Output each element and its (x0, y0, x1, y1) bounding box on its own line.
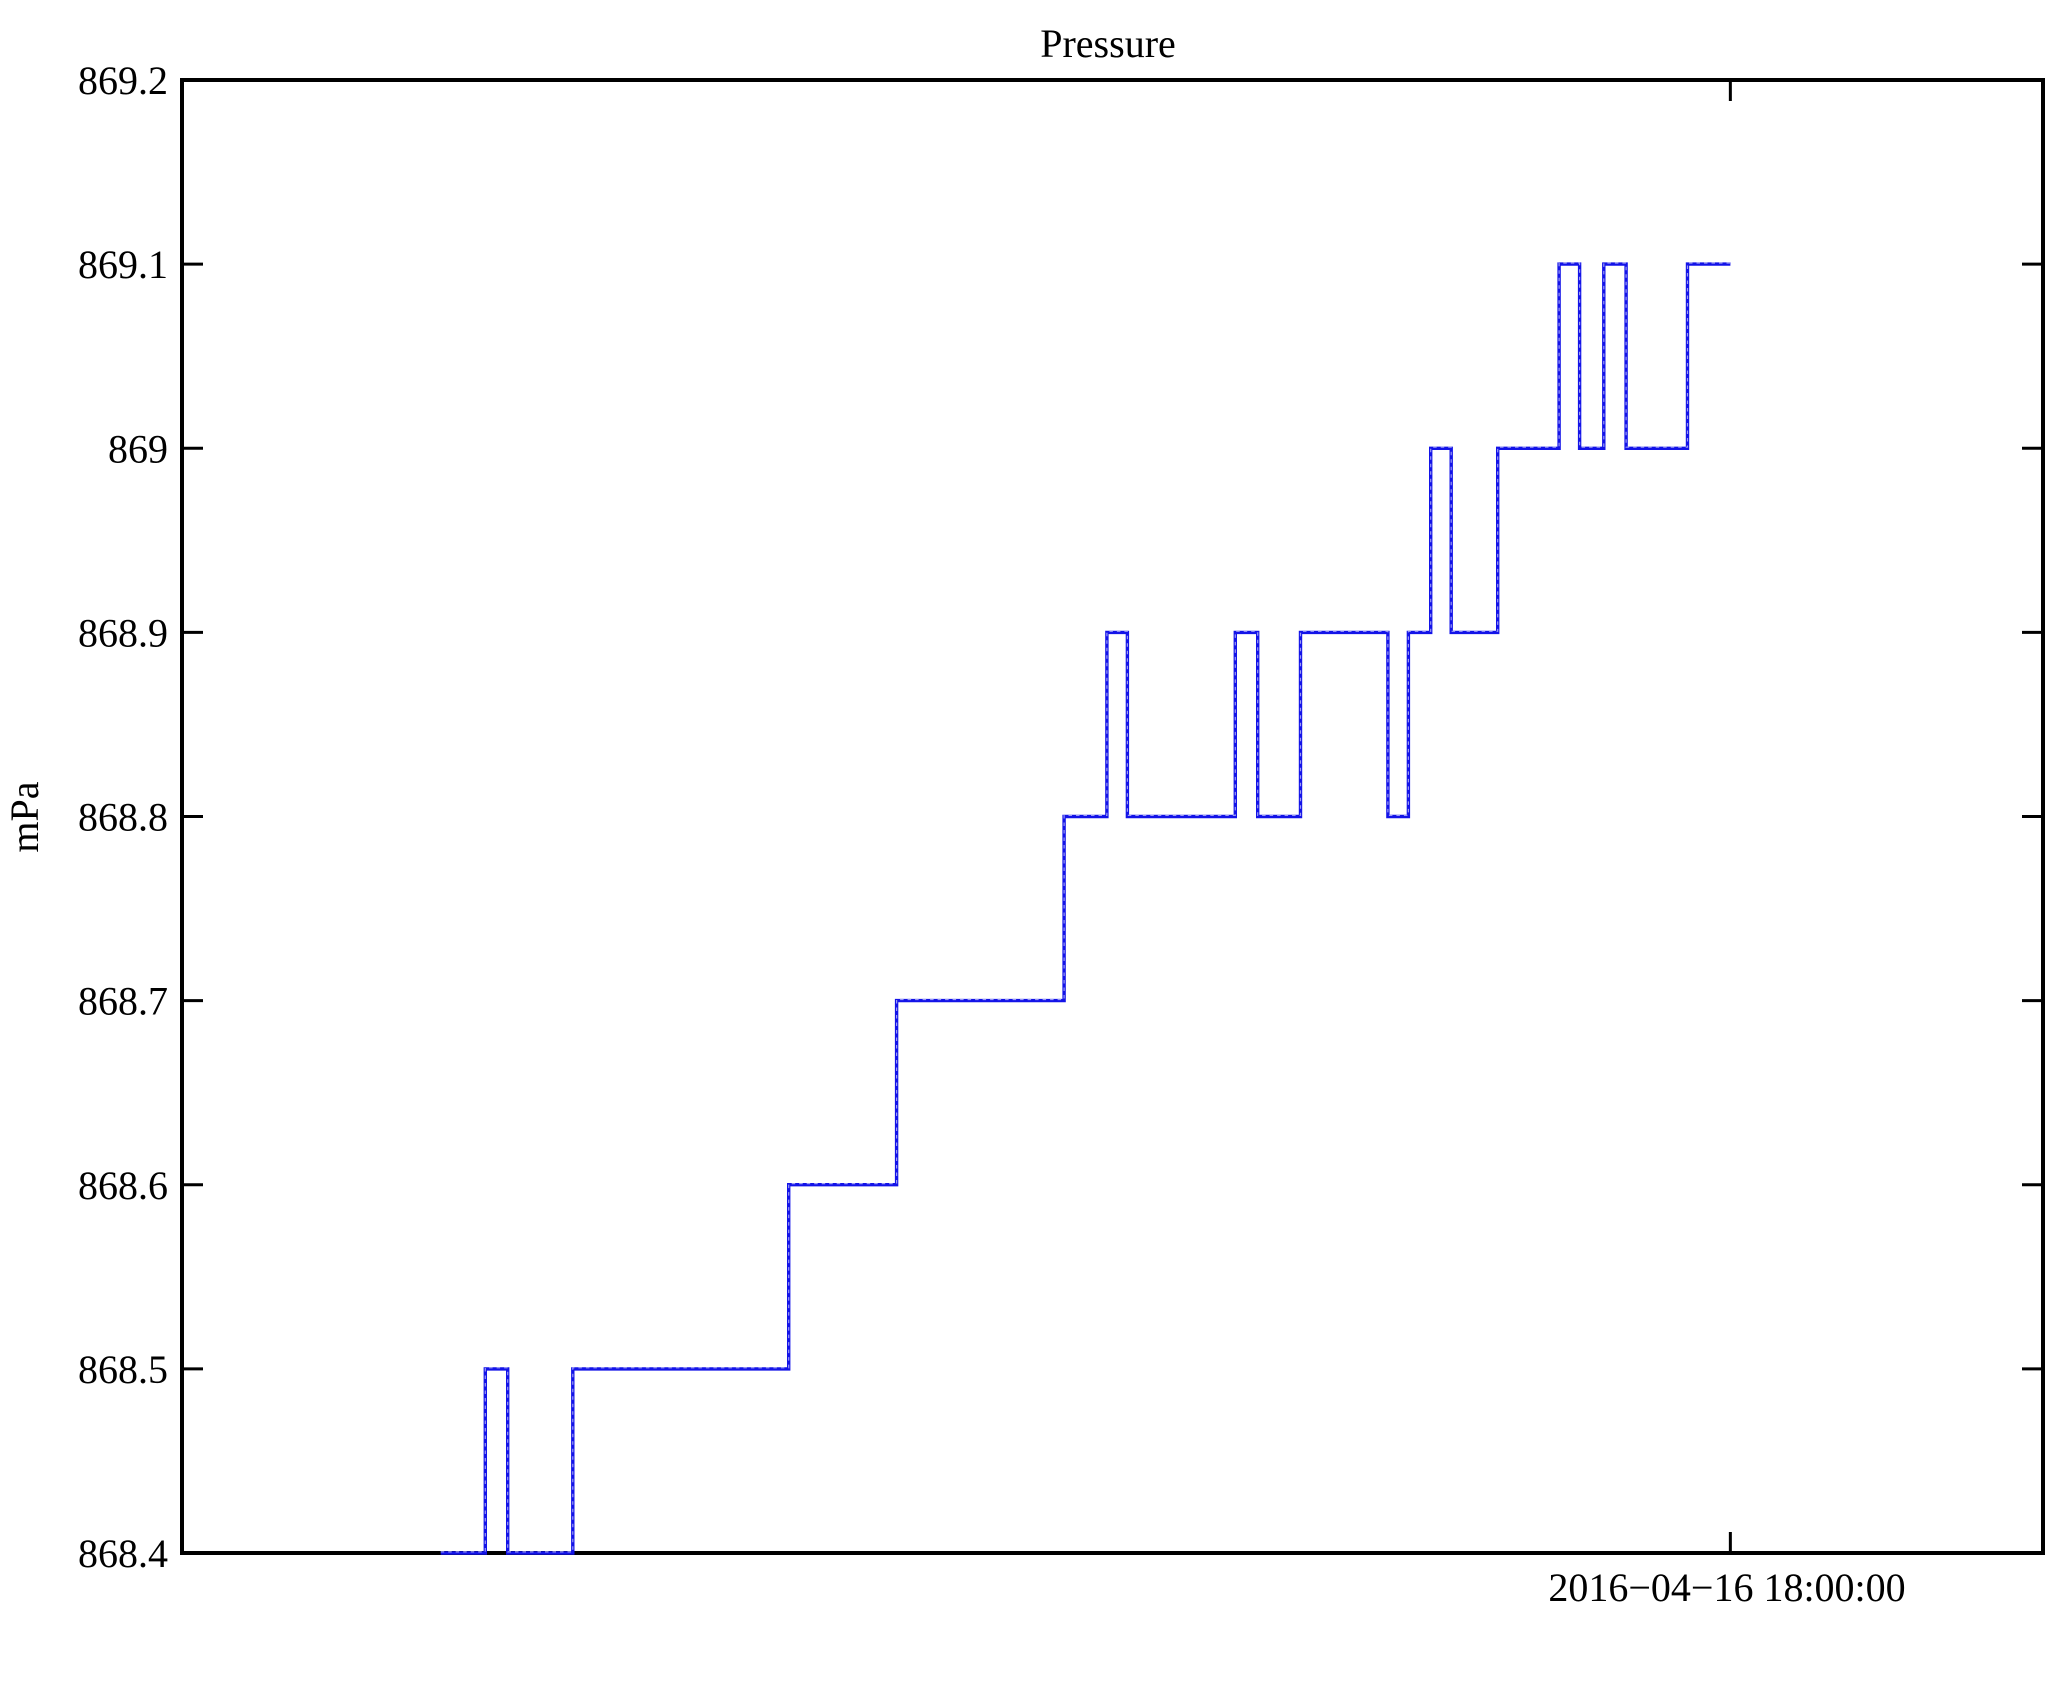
y-tick-label: 868.4 (78, 1531, 168, 1576)
y-tick-label: 869 (108, 426, 168, 471)
y-tick-label: 868.6 (78, 1163, 168, 1208)
pressure-series (440, 262, 1731, 1555)
y-tick-label: 869.2 (78, 58, 168, 103)
x-tick-label: 2016−04−16 18:00:00 (1548, 1565, 1905, 1610)
y-tick-label: 868.9 (78, 610, 168, 655)
chart-title: Pressure (1040, 21, 1176, 66)
pressure-series-line-texture (440, 262, 1731, 1553)
y-tick-label: 868.5 (78, 1347, 168, 1392)
y-tick-label: 868.7 (78, 979, 168, 1024)
pressure-series-line (440, 262, 1731, 1555)
y-tick-labels: 868.4 868.5 868.6 868.7 868.8 868.9 869 869.1 86… (78, 58, 168, 1576)
plot-area-border (180, 78, 2045, 1555)
y-tick-label: 868.8 (78, 795, 168, 840)
axis-ticks (182, 78, 2043, 1555)
y-tick-label: 869.1 (78, 242, 168, 287)
y-axis-label: mPa (2, 781, 47, 852)
